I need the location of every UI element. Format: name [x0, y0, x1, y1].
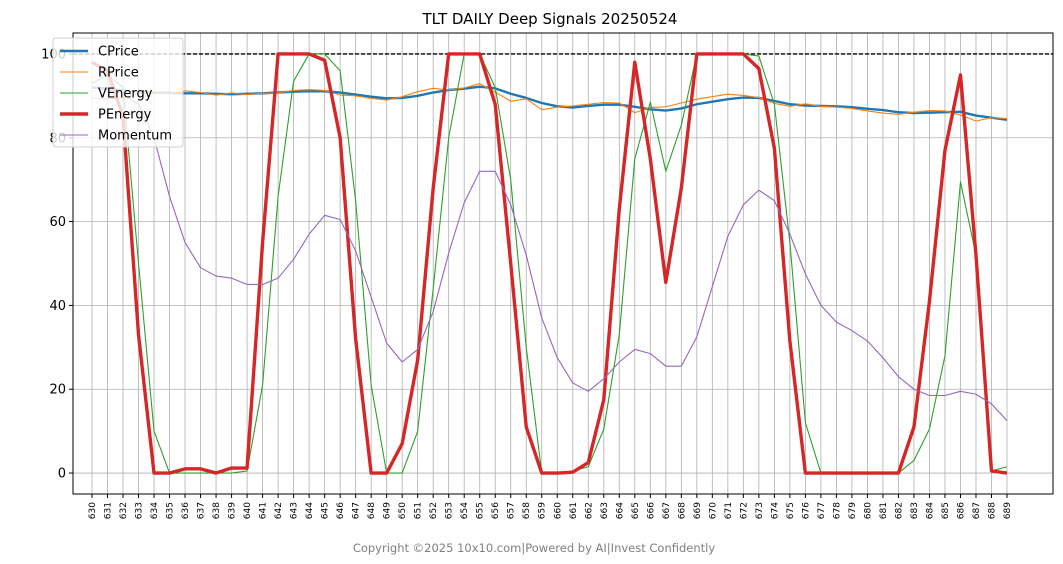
x-tick-label: 630	[88, 502, 98, 519]
y-tick-label: 60	[49, 215, 66, 230]
x-tick-label: 658	[522, 502, 532, 519]
y-tick-label: 0	[58, 467, 66, 482]
x-tick-label: 668	[677, 502, 687, 519]
x-tick-label: 648	[367, 502, 377, 519]
x-tick-label: 635	[166, 502, 176, 519]
x-tick-label: 684	[925, 502, 935, 519]
series-line-cprice	[91, 85, 1008, 121]
x-tick-label: 642	[274, 502, 284, 519]
x-tick-label: 644	[305, 502, 315, 519]
x-tick-label: 677	[817, 502, 827, 519]
x-tick-label: 652	[429, 502, 439, 519]
x-tick-label: 659	[538, 502, 548, 519]
y-tick-label: 40	[49, 299, 66, 314]
chart-title: TLT DAILY Deep Signals 20250524	[422, 10, 678, 28]
x-tick-label: 687	[972, 502, 982, 519]
x-tick-label: 688	[987, 502, 997, 519]
x-tick-label: 631	[104, 502, 114, 519]
legend: CPrice RPrice VEnergy PEnergy Momentum	[52, 37, 184, 148]
legend-label-rprice: RPrice	[98, 66, 139, 81]
x-tick-label: 641	[259, 502, 269, 519]
x-tick-label: 676	[801, 502, 811, 519]
x-tick-label: 682	[894, 502, 904, 519]
x-axis: 630 631 632 633 634 635 636 637 638 639 640 641 642 6…	[88, 494, 1013, 519]
x-tick-label: 666	[646, 502, 656, 519]
series-lines	[91, 52, 1008, 475]
x-tick-label: 634	[150, 502, 160, 519]
x-tick-label: 657	[507, 502, 517, 519]
x-tick-label: 689	[1003, 502, 1013, 519]
x-tick-label: 649	[383, 502, 393, 519]
x-tick-label: 655	[476, 502, 486, 519]
x-tick-label: 639	[228, 502, 238, 519]
copyright-footer: Copyright ©2025 10x10.com|Powered by AI|…	[353, 541, 716, 555]
x-tick-label: 670	[708, 502, 718, 519]
series-line-rprice	[91, 83, 1008, 122]
x-tick-label: 683	[910, 502, 920, 519]
x-tick-label: 674	[770, 502, 780, 519]
x-tick-label: 664	[615, 502, 625, 519]
x-tick-label: 636	[181, 502, 191, 519]
x-tick-label: 633	[135, 502, 145, 519]
legend-box	[52, 37, 184, 148]
x-tick-label: 673	[755, 502, 765, 519]
x-tick-label: 650	[398, 502, 408, 519]
x-tick-label: 661	[569, 502, 579, 519]
legend-label-cprice: CPrice	[98, 45, 139, 60]
legend-label-momentum: Momentum	[98, 129, 172, 144]
x-tick-label: 653	[445, 502, 455, 519]
x-tick-label: 645	[321, 502, 331, 519]
x-tick-label: 685	[941, 502, 951, 519]
legend-label-penergy: PEnergy	[98, 108, 152, 123]
series-line-penergy	[91, 52, 1008, 475]
x-tick-label: 632	[119, 502, 129, 519]
x-tick-label: 675	[786, 502, 796, 519]
x-tick-label: 656	[491, 502, 501, 519]
x-tick-label: 637	[197, 502, 207, 519]
x-tick-label: 665	[631, 502, 641, 519]
series-line-venergy	[91, 53, 1008, 474]
x-tick-label: 640	[243, 502, 253, 519]
plot-frame	[72, 32, 1054, 495]
x-tick-label: 663	[600, 502, 610, 519]
x-tick-label: 686	[956, 502, 966, 519]
x-tick-label: 654	[460, 502, 470, 519]
x-tick-label: 660	[553, 502, 563, 519]
x-tick-label: 669	[693, 502, 703, 519]
y-tick-label: 20	[49, 383, 66, 398]
x-tick-label: 646	[336, 502, 346, 519]
x-tick-label: 662	[584, 502, 594, 519]
x-tick-label: 671	[724, 502, 734, 519]
x-tick-label: 651	[414, 502, 424, 519]
x-tick-label: 678	[832, 502, 842, 519]
grid	[73, 33, 1053, 494]
x-tick-label: 681	[879, 502, 889, 519]
x-tick-label: 643	[290, 502, 300, 519]
series-line-momentum	[91, 86, 1008, 422]
x-tick-label: 672	[739, 502, 749, 519]
x-tick-label: 647	[352, 502, 362, 519]
x-tick-label: 638	[212, 502, 222, 519]
x-tick-label: 680	[863, 502, 873, 519]
x-tick-label: 667	[662, 502, 672, 519]
x-tick-label: 679	[848, 502, 858, 519]
legend-label-venergy: VEnergy	[98, 87, 153, 102]
